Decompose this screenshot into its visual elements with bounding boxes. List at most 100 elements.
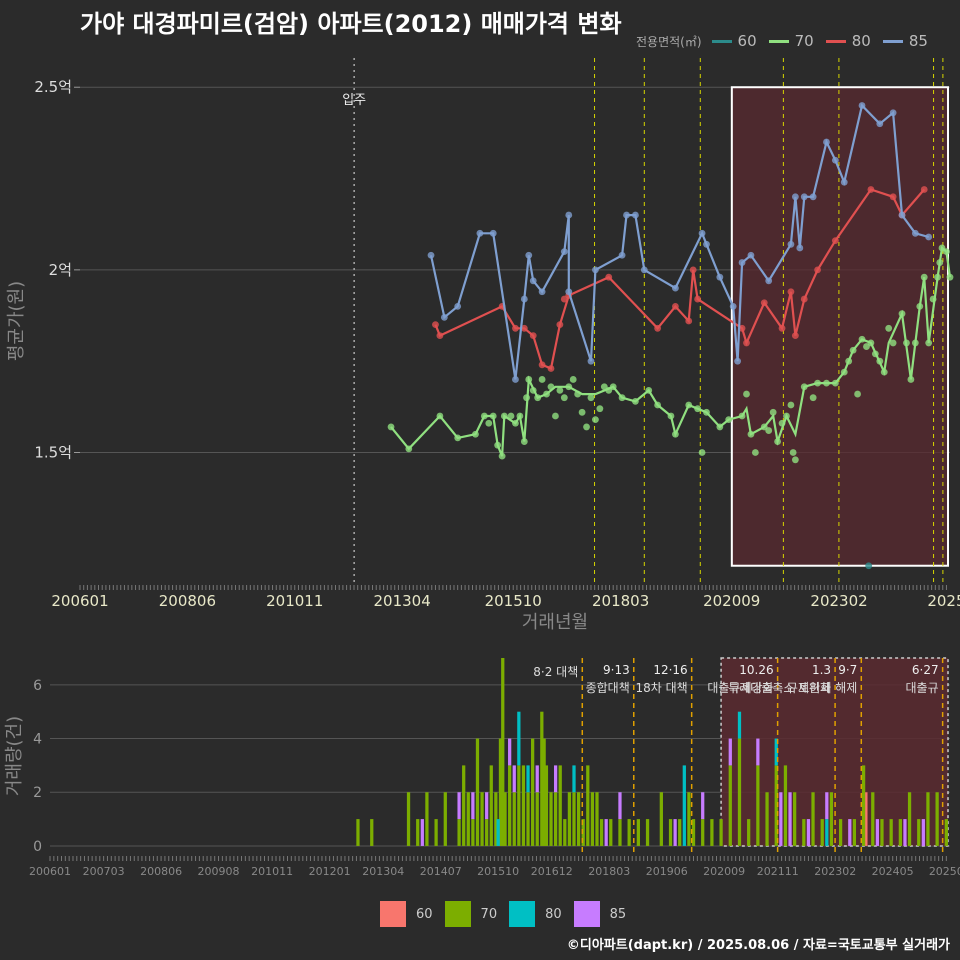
data-point-70: [632, 397, 639, 405]
volume-bar-80: [496, 819, 500, 846]
legend-swatch-70: [768, 39, 789, 43]
data-point-70: [911, 339, 919, 347]
volume-bar-70: [466, 792, 470, 846]
data-point-85: [440, 313, 448, 321]
bar-x-tick-label: 201510: [477, 865, 519, 878]
volume-bar-80: [517, 711, 521, 766]
series-line-70: [390, 245, 952, 457]
data-point-80: [538, 361, 546, 369]
volume-bar-85: [673, 819, 677, 846]
data-point-70: [907, 376, 915, 383]
data-point-85: [791, 193, 799, 201]
volume-bar-80: [825, 819, 829, 846]
bar-y-tick-label: 4: [33, 732, 42, 748]
data-point-85: [796, 244, 804, 252]
bar-legend-item-60: 60: [380, 901, 433, 927]
volume-bar-70: [572, 792, 576, 846]
volume-bar-70: [576, 792, 581, 846]
volume-bar-70: [526, 792, 530, 846]
bar-x-tick-label: 201803: [588, 865, 630, 878]
data-point-70: [489, 412, 497, 420]
data-point-70: [547, 383, 555, 391]
legend-item-60: 60: [711, 32, 757, 50]
volume-bar-85: [618, 792, 622, 820]
data-point-85: [716, 273, 724, 281]
bar-x-tick-label: 202405: [872, 865, 914, 878]
data-point-80: [778, 324, 786, 332]
data-point-70: [672, 430, 679, 438]
legend-swatch-60: [711, 39, 732, 43]
bar-x-tick-label: 200806: [140, 865, 182, 878]
volume-bar-70: [475, 738, 480, 846]
data-point-70: [596, 405, 604, 413]
page-title: 가야 대경파미르(검암) 아파트(2012) 매매가격 변화: [80, 10, 622, 38]
volume-bar-70: [719, 819, 723, 846]
data-point-85: [800, 193, 808, 201]
data-point-70: [774, 438, 781, 445]
volume-bar-70: [917, 819, 921, 846]
volume-bar-70: [508, 765, 512, 846]
volume-bar-70: [728, 765, 732, 846]
data-point-70: [778, 419, 786, 427]
y-tick-label: 1.5억: [34, 444, 72, 462]
data-point-70: [556, 387, 564, 394]
data-point-70: [578, 408, 586, 416]
data-point-80: [605, 273, 613, 281]
volume-bar-85: [903, 819, 907, 846]
volume-bar-85: [485, 792, 489, 820]
data-point-70: [512, 419, 519, 427]
data-point-70: [520, 438, 528, 445]
volume-bar-70: [567, 792, 572, 846]
data-point-70: [667, 412, 675, 420]
data-point-85: [729, 302, 737, 310]
data-point-85: [427, 251, 435, 259]
data-point-80: [432, 321, 439, 329]
volume-bar-70: [774, 765, 778, 846]
bar-legend-item-85: 85: [573, 901, 627, 927]
bar-legend-label-85: 85: [609, 906, 627, 922]
data-point-80: [547, 365, 555, 372]
policy-label: 특례대출축소 토허제 해제: [728, 681, 857, 695]
volume-bar-70: [581, 819, 585, 846]
volume-bar-70: [747, 819, 751, 846]
data-point-80: [556, 321, 564, 329]
volume-bar-70: [471, 819, 475, 846]
volume-bar-70: [898, 819, 902, 846]
volume-bar-70: [599, 819, 604, 846]
legend-label-60: 60: [737, 32, 757, 50]
legend-label-70: 70: [794, 32, 814, 50]
volume-bar-85: [420, 819, 424, 846]
volume-bar-85: [512, 765, 516, 793]
data-point-80: [512, 324, 519, 332]
volume-bar-70: [926, 792, 930, 846]
volume-bar-70: [861, 765, 866, 846]
volume-bar-70: [820, 819, 824, 846]
bar-x-tick-label: 201407: [420, 865, 462, 878]
volume-bar-70: [609, 819, 613, 846]
legend-item-85: 85: [882, 32, 928, 50]
volume-bar-70: [668, 819, 673, 846]
data-point-70: [800, 383, 808, 391]
volume-bar-70: [406, 792, 411, 846]
policy-date: 10.26: [739, 663, 773, 677]
data-point-70: [534, 394, 542, 402]
volume-bar-70: [852, 819, 857, 846]
policy-date: 1.3: [812, 663, 831, 677]
policy-label: 18차 대책: [635, 680, 687, 695]
volume-bar-70: [802, 819, 806, 846]
data-point-85: [538, 288, 546, 296]
data-point-70: [791, 456, 799, 464]
volume-bar-70: [889, 819, 893, 846]
volume-bar-70: [793, 792, 797, 846]
volume-bar-85: [535, 765, 539, 793]
volume-bar-70: [535, 792, 539, 846]
legend-swatch-85: [882, 39, 903, 43]
data-point-85: [876, 120, 884, 128]
volume-bar-70: [370, 819, 374, 846]
data-point-70: [849, 346, 857, 354]
data-point-85: [898, 211, 906, 219]
volume-bar-70: [457, 819, 461, 846]
legend-swatch-80: [825, 39, 846, 43]
volume-bar-70: [501, 658, 505, 846]
